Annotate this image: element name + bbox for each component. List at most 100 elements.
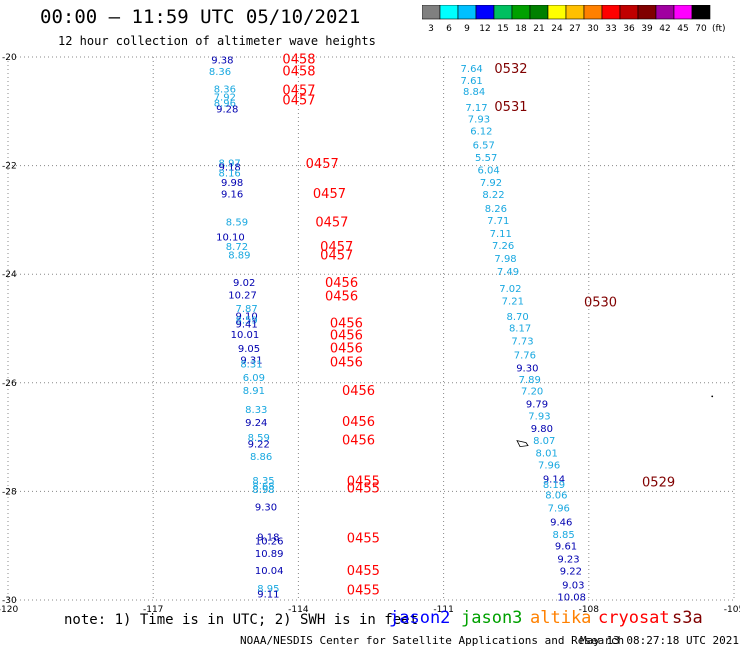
mission-jason3: jason3 <box>461 608 523 628</box>
x-tick-label: -111 <box>433 605 453 615</box>
swh-value-label: 10.08 <box>557 593 586 604</box>
track-time-label: 0457 <box>282 84 315 99</box>
color-scale-label: 6 <box>446 24 452 34</box>
swh-value-label: 10.26 <box>255 536 284 547</box>
swh-value-label: 9.38 <box>211 56 233 67</box>
track-time-label: 0456 <box>330 317 363 332</box>
color-scale-label: 30 <box>587 24 599 34</box>
swh-value-label: 7.49 <box>497 267 519 278</box>
islands-layer <box>516 395 714 448</box>
swh-value-label: 8.36 <box>214 84 236 95</box>
swh-value-label: 9.18 <box>219 163 241 174</box>
swh-value-label: 10.04 <box>255 566 284 577</box>
swh-value-label: 8.26 <box>485 204 507 215</box>
swh-value-label: 9.23 <box>557 555 579 566</box>
swh-value-label: 6.04 <box>477 165 499 176</box>
swh-value-label: 7.26 <box>492 241 514 252</box>
track-time-label: 0532 <box>494 62 527 77</box>
swh-value-label: 7.76 <box>514 351 536 362</box>
y-tick-label: -30 <box>2 596 17 606</box>
x-tick-label: -120 <box>0 605 18 615</box>
swh-value-label: 7.20 <box>521 386 543 397</box>
mission-s3a: s3a <box>672 608 703 628</box>
track-time-label: 0455 <box>347 564 380 579</box>
swh-values-layer: 9.388.368.367.928.969.288.979.188.169.98… <box>209 56 586 604</box>
swh-value-label: 8.95 <box>257 584 279 595</box>
y-tick-label: -22 <box>2 162 17 172</box>
x-tick-label: -108 <box>579 605 600 615</box>
swh-value-label: 9.02 <box>233 278 255 289</box>
swh-value-label: 10.01 <box>231 330 260 341</box>
swh-value-label: 7.71 <box>487 216 509 227</box>
track-time-label: 0456 <box>325 289 358 304</box>
swh-value-label: 9.22 <box>560 567 582 578</box>
generation-timestamp: May 13 08:27:18 UTC 2021 <box>580 634 739 647</box>
track-time-labels-layer: 0458045804570457045704570457045704570456… <box>282 53 675 599</box>
color-scale-label: 33 <box>605 24 616 34</box>
swh-value-label: 8.85 <box>553 530 575 541</box>
swh-value-label: 9.79 <box>526 399 548 410</box>
island-outline <box>516 440 529 448</box>
swh-value-label: 8.59 <box>226 218 248 229</box>
swh-value-label: 9.30 <box>516 364 538 375</box>
swh-value-label: 8.17 <box>509 323 531 334</box>
track-time-label: 0457 <box>320 240 353 255</box>
color-scale-label: 39 <box>641 24 653 34</box>
color-scale-label: 21 <box>533 24 544 34</box>
y-tick-label: -26 <box>2 379 17 389</box>
color-scale-legend: 3 6 9 12 15 18 21 24 27 30 33 36 39 42 45 70 (ft) <box>421 4 740 49</box>
swh-value-label: 7.64 <box>461 64 483 75</box>
swh-value-label: 8.84 <box>463 87 485 98</box>
y-tick-label: -20 <box>2 53 17 63</box>
color-scale-swatch <box>691 4 711 20</box>
swh-value-label: 9.11 <box>257 589 279 600</box>
track-time-label: 0455 <box>347 584 380 599</box>
swh-value-label: 9.05 <box>238 344 260 355</box>
swh-value-label: 5.57 <box>475 153 497 164</box>
swh-value-label: 6.09 <box>243 373 265 384</box>
swh-value-label: 7.96 <box>548 504 570 515</box>
swh-value-label: 8.68 <box>252 481 274 492</box>
swh-value-label: 8.70 <box>507 312 529 323</box>
track-time-label: 0455 <box>347 532 380 547</box>
swh-value-label: 10.10 <box>216 233 245 244</box>
swh-value-label: 9.46 <box>550 517 572 528</box>
swh-value-label: 7.61 <box>461 76 483 87</box>
chart-subtitle: 12 hour collection of altimeter wave hei… <box>58 34 376 48</box>
swh-value-label: 7.02 <box>499 284 521 295</box>
track-time-label: 0456 <box>330 342 363 357</box>
color-scale-label: 15 <box>497 24 508 34</box>
color-scale-label: 45 <box>677 24 688 34</box>
swh-value-label: 8.19 <box>543 480 565 491</box>
credit-line: NOAA/NESDIS Center for Satellite Applica… <box>240 634 625 647</box>
swh-value-label: 8.97 <box>219 158 241 169</box>
track-time-label: 0458 <box>282 53 315 68</box>
color-scale-label: 36 <box>623 24 635 34</box>
swh-value-label: 8.89 <box>228 251 250 262</box>
color-scale-label: 70 <box>695 24 707 34</box>
mission-jason2: jason2 <box>389 608 451 628</box>
swh-value-label: 8.33 <box>245 405 267 416</box>
swh-value-label: 8.91 <box>243 386 265 397</box>
track-time-label: 0457 <box>320 249 353 264</box>
track-time-label: 0458 <box>282 65 315 80</box>
swh-value-label: 9.10 <box>235 311 257 322</box>
chart-title: 00:00 – 11:59 UTC 05/10/2021 <box>40 6 361 28</box>
track-time-label: 0529 <box>642 476 675 491</box>
track-time-label: 0457 <box>282 93 315 108</box>
mission-altika: altika <box>530 608 592 628</box>
swh-value-label: 9.41 <box>235 320 257 331</box>
swh-value-label: 8.86 <box>250 452 272 463</box>
track-time-label: 0456 <box>330 328 363 343</box>
x-tick-label: -114 <box>288 605 309 615</box>
swh-value-label: 10.27 <box>228 290 257 301</box>
swh-value-label: 7.87 <box>235 304 257 315</box>
swh-value-label: 7.11 <box>490 229 512 240</box>
swh-value-label: 10.89 <box>255 549 284 560</box>
color-scale-label: 3 <box>428 24 434 34</box>
track-time-label: 0456 <box>330 356 363 371</box>
track-time-label: 0457 <box>306 157 339 172</box>
swh-value-label: 9.18 <box>257 532 279 543</box>
swh-value-label: 9.24 <box>245 418 267 429</box>
